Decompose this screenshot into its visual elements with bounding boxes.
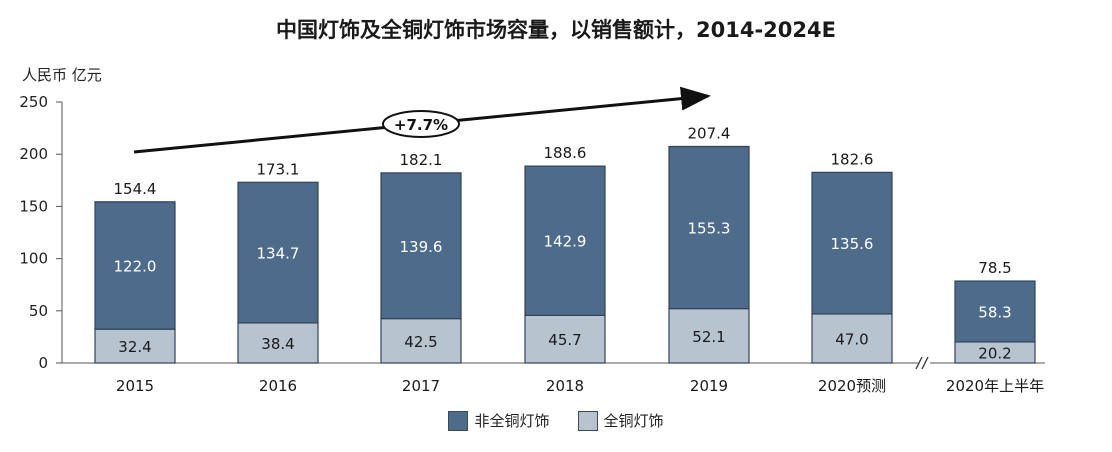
bar-segment-non-copper [811,171,893,315]
y-tick-label: 0 [38,354,48,372]
y-tick-label: 50 [29,302,48,320]
x-tick-label: 2020年上半年 [946,377,1044,395]
y-tick-label: 150 [19,197,48,215]
unit-label: 人民币 亿元 [22,66,102,84]
bar-total-label: 207.4 [688,124,731,142]
legend: 非全铜灯饰 全铜灯饰 [0,410,1112,431]
bar-value-label-non-copper: 155.3 [688,220,731,238]
bar-segment-non-copper [668,145,750,310]
bar-value-label-non-copper: 134.7 [257,245,300,263]
legend-swatch-copper [577,410,598,431]
bar-segment-copper [524,314,606,364]
x-tick-label: 2016 [259,377,297,395]
bar-value-label-copper: 52.1 [692,328,725,346]
legend-label-non-copper: 非全铜灯饰 [474,412,550,430]
cagr-label: +7.7% [394,116,448,134]
bar-segment-non-copper [237,181,319,324]
bar-value-label-copper: 42.5 [404,333,437,351]
bar-value-label-non-copper: 142.9 [544,233,587,251]
x-tick-label: 2020预测 [818,377,886,395]
bar-value-label-copper: 45.7 [548,331,581,349]
legend-label-copper: 全铜灯饰 [603,412,664,430]
bar-segment-copper [811,313,893,364]
y-tick-label: 200 [19,145,48,163]
bar-total-label: 173.1 [257,160,300,178]
x-tick-label: 2019 [690,377,728,395]
y-tick-label: 100 [19,250,48,268]
bar-segment-copper [380,318,462,364]
bar-total-label: 78.5 [978,259,1011,277]
x-tick-label: 2018 [546,377,584,395]
bar-value-label-non-copper: 135.6 [831,235,874,253]
bar-value-label-non-copper: 58.3 [978,303,1011,321]
bar-segment-non-copper [94,201,176,330]
legend-item-non-copper: 非全铜灯饰 [448,410,550,431]
bar-segment-non-copper [524,165,606,316]
bar-total-label: 182.6 [831,150,874,168]
bar-segment-copper [668,308,750,364]
legend-item-copper: 全铜灯饰 [577,410,664,431]
bar-total-label: 188.6 [544,144,587,162]
bar-value-label-copper: 38.4 [261,335,294,353]
bar-segment-copper [94,328,176,364]
bar-value-label-non-copper: 139.6 [400,238,443,256]
x-tick-label: 2015 [116,377,154,395]
y-tick-label: 250 [19,93,48,111]
x-tick-label: 2017 [402,377,440,395]
bar-value-label-non-copper: 122.0 [114,257,157,275]
bar-segment-copper [237,322,319,364]
bar-value-label-copper: 47.0 [835,330,868,348]
bar-segment-non-copper [954,280,1036,343]
bar-segment-non-copper [380,172,462,320]
chart-title: 中国灯饰及全铜灯饰市场容量，以销售额计，2014-2024E [276,18,836,42]
cagr-badge [382,110,460,138]
bar-total-label: 182.1 [400,151,443,169]
legend-swatch-non-copper [448,410,469,431]
axis-break-mark [921,356,929,370]
bar-value-label-copper: 32.4 [118,338,151,356]
bar-value-label-copper: 20.2 [978,344,1011,362]
bar-total-label: 154.4 [114,180,157,198]
axis-break-mark [915,356,923,370]
